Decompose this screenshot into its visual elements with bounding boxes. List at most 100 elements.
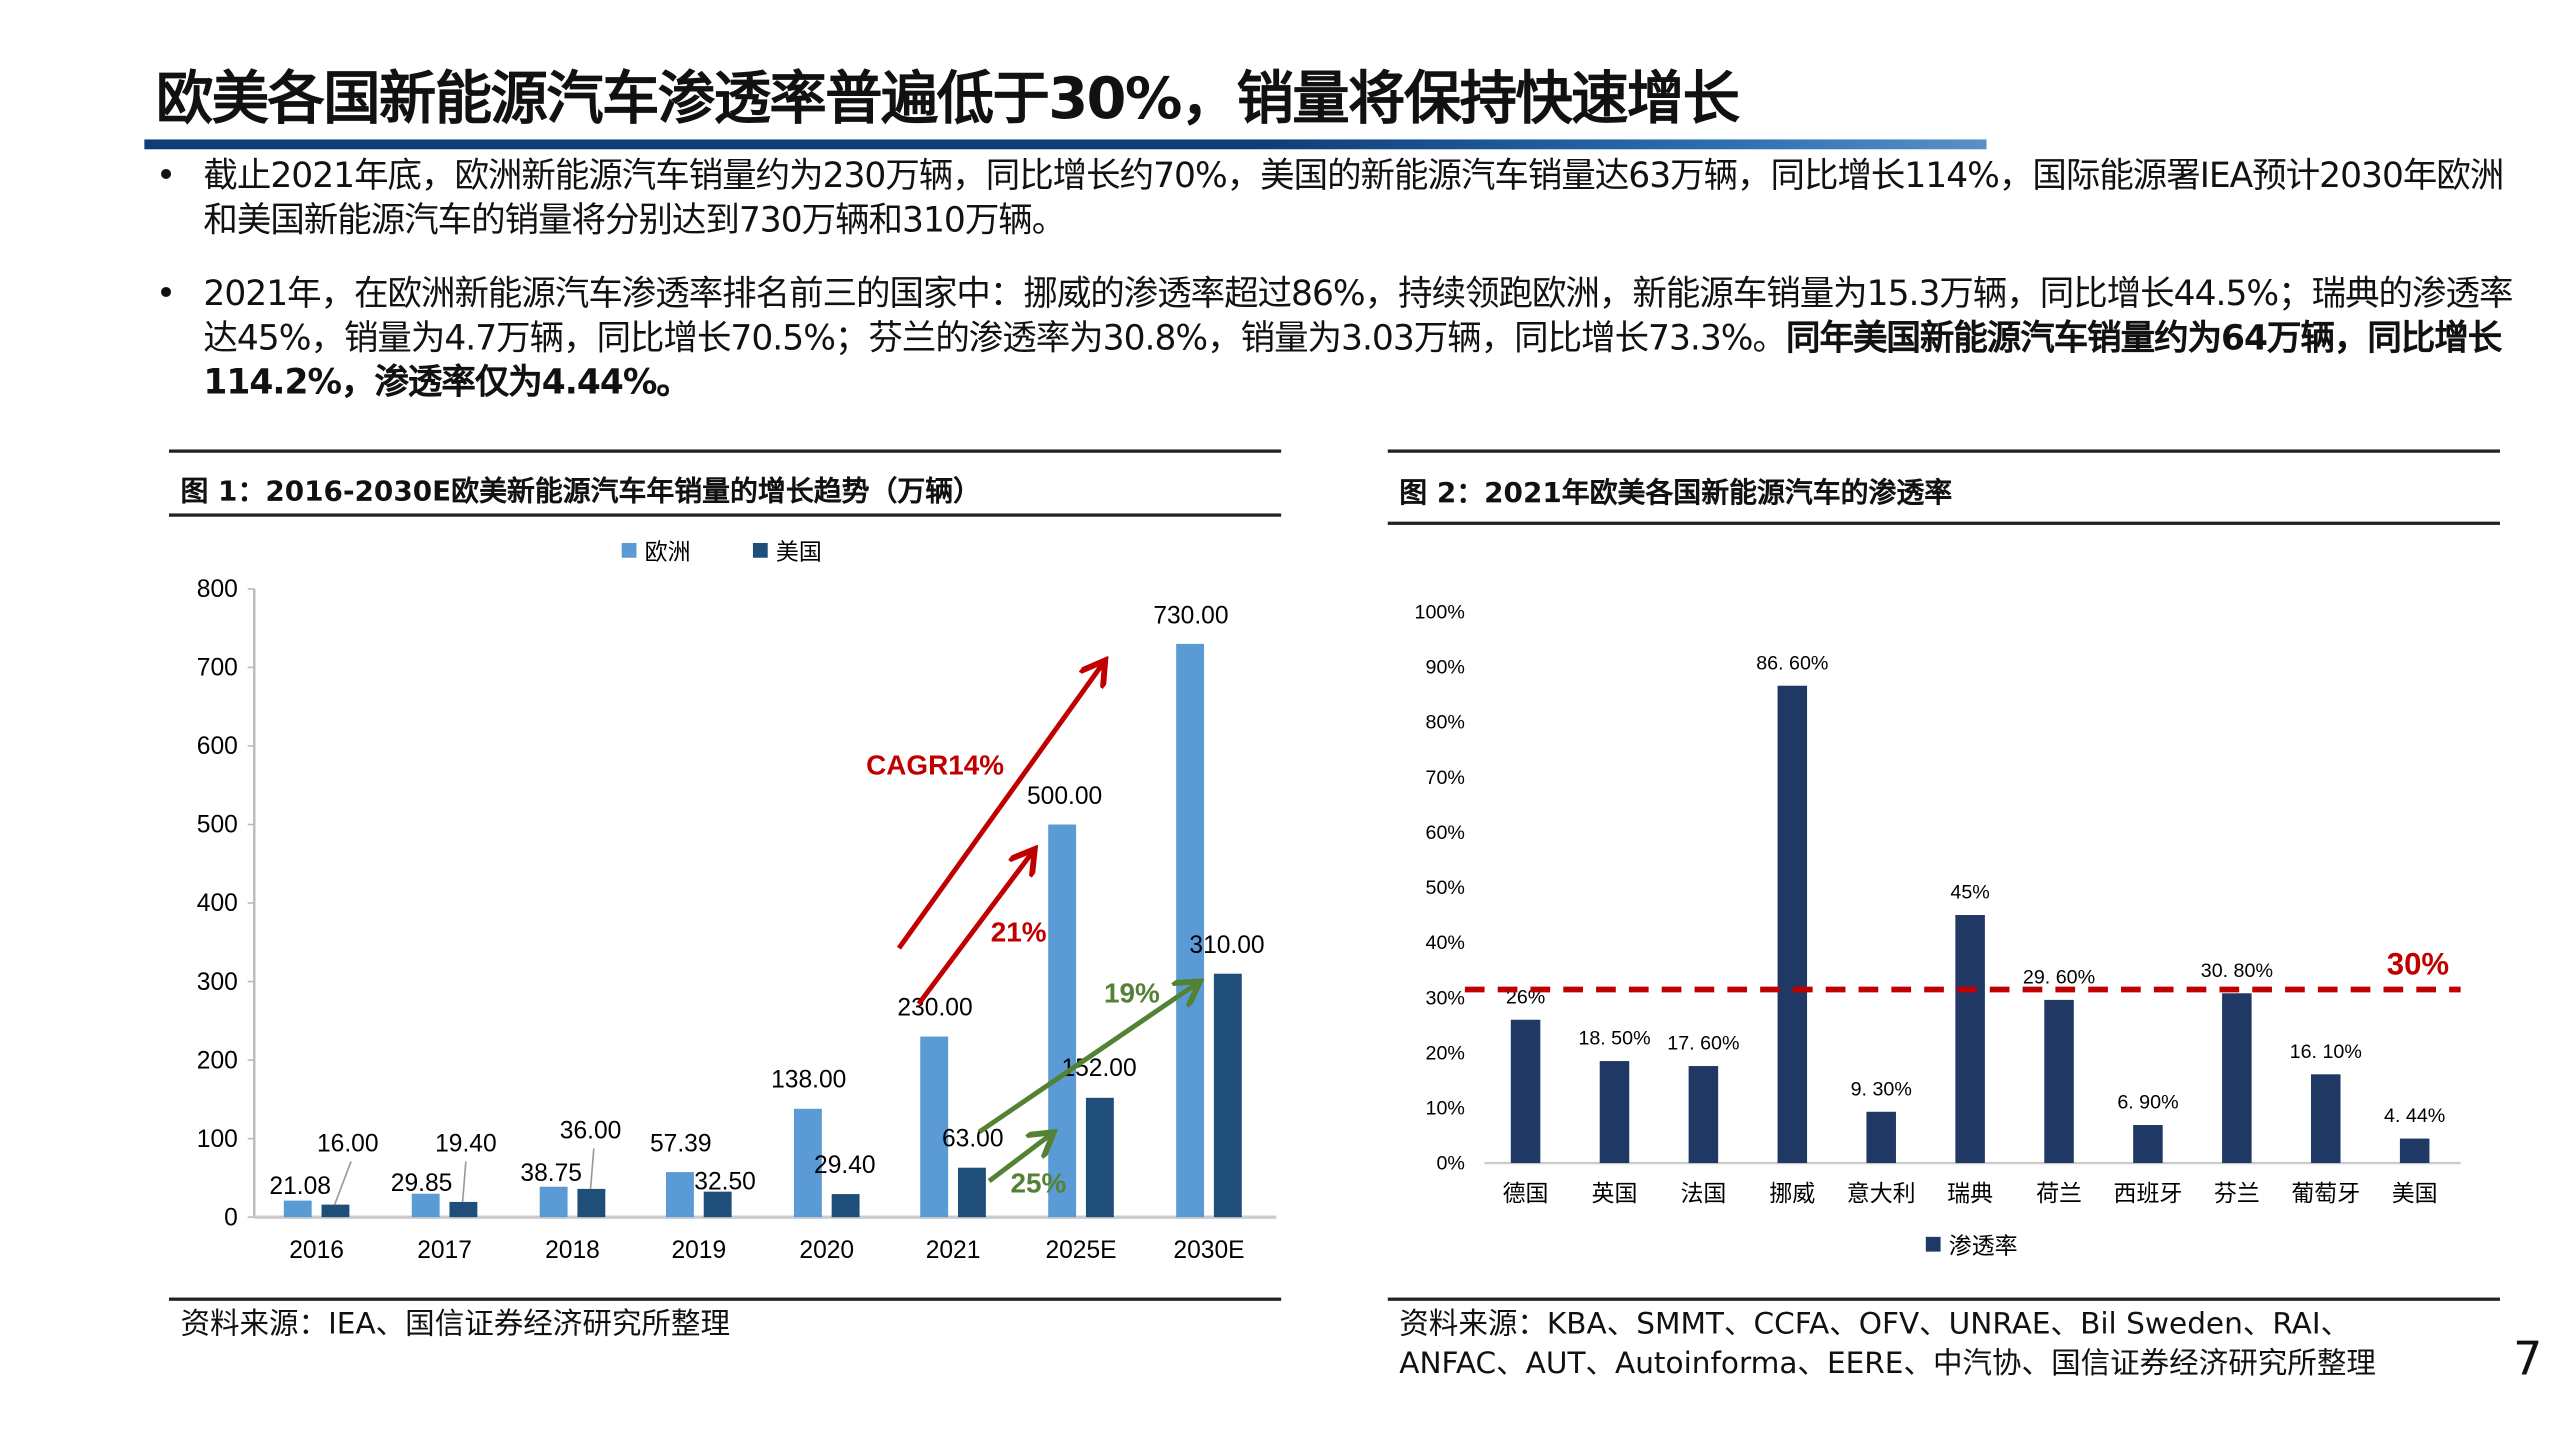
bar-europe-2016 [283, 1200, 312, 1218]
x-tick-label: 意大利 [1847, 1180, 1916, 1206]
x-tick-label: 葡萄牙 [2291, 1180, 2360, 1206]
annotation-25: 25% [1010, 1168, 1066, 1199]
chart2-source-line-2: ANFAC、AUT、Autoinforma、EERE、中汽协、国信证券经济研究所… [1399, 1346, 2376, 1382]
x-tick-label: 2020 [799, 1237, 854, 1264]
y-tick-label: 100% [1415, 601, 1465, 623]
y-tick-label: 0 [224, 1204, 238, 1231]
y-tick-label: 400 [197, 890, 238, 917]
data-label: 18. 50% [1578, 1028, 1650, 1050]
data-label: 230.00 [897, 994, 972, 1021]
legend-swatch-penetration [1925, 1236, 1941, 1252]
title-underline [144, 139, 1987, 150]
data-label: 310.00 [1189, 932, 1264, 959]
bar-葡萄牙 [2310, 1074, 2341, 1164]
bar-usa-2020 [831, 1194, 860, 1218]
legend-swatch-europe [621, 542, 637, 558]
bar-europe-2018 [539, 1186, 568, 1218]
growth-25-arrow-icon [987, 1135, 1050, 1184]
bar-挪威 [1777, 685, 1808, 1164]
x-tick-label: 德国 [1503, 1180, 1549, 1206]
page-title: 欧美各国新能源汽车渗透率普遍低于30%，销量将保持快速增长 [155, 67, 1740, 133]
x-tick-label: 西班牙 [2114, 1180, 2183, 1206]
x-tick-label: 挪威 [1769, 1180, 1815, 1206]
chart2-source-line-1: 资料来源：KBA、SMMT、CCFA、OFV、UNRAE、Bil Sweden、… [1399, 1307, 2351, 1342]
y-tick-label: 800 [197, 576, 238, 603]
leader-line [333, 1161, 352, 1205]
bar-europe-2025E [1048, 824, 1077, 1218]
leader-line [589, 1148, 595, 1189]
data-label: 45% [1950, 882, 1989, 904]
page-number: 7 [2513, 1332, 2543, 1387]
y-tick-label: 50% [1426, 877, 1465, 899]
growth-21-arrow-icon [916, 853, 1032, 1006]
bar-europe-2017 [411, 1193, 440, 1218]
legend-label-penetration: 渗透率 [1949, 1232, 2018, 1258]
data-label: 17. 60% [1667, 1033, 1739, 1055]
chart2-top-rule [1387, 449, 2500, 452]
x-tick-label: 芬兰 [2214, 1180, 2260, 1206]
bar-英国 [1599, 1061, 1630, 1164]
data-label: 29.40 [814, 1152, 876, 1179]
bullet-dot-icon: • [155, 155, 176, 196]
bar-europe-2019 [666, 1172, 694, 1218]
data-label: 16. 10% [2290, 1041, 2362, 1063]
data-label: 500.00 [1027, 783, 1102, 810]
cagr-arrow-icon [896, 664, 1102, 950]
x-tick-label: 2016 [289, 1237, 344, 1264]
reference-line-label: 30% [2387, 946, 2449, 981]
x-tick-label: 瑞典 [1947, 1180, 1993, 1206]
bullet-1: • 截止2021年底，欧洲新能源汽车销量约为230万辆，同比增长约70%，美国的… [156, 154, 2526, 243]
data-label: 4. 44% [2384, 1105, 2445, 1127]
x-tick-label: 2018 [545, 1237, 600, 1264]
data-label: 29. 60% [2023, 966, 2095, 988]
data-label: 6. 90% [2117, 1092, 2178, 1114]
data-label: 38.75 [520, 1160, 582, 1187]
bar-瑞典 [1955, 915, 1985, 1164]
bar-usa-2016 [321, 1204, 350, 1218]
bullet-dot-icon: • [155, 273, 176, 314]
chart2-title: 图 2：2021年欧美各国新能源汽车的渗透率 [1399, 477, 1953, 511]
y-tick-label: 100 [197, 1126, 238, 1153]
data-label: 138.00 [771, 1067, 846, 1094]
bar-法国 [1688, 1066, 1719, 1164]
bar-europe-2020 [793, 1108, 822, 1218]
annotation-19: 19% [1104, 977, 1160, 1008]
x-tick-label: 2025E [1045, 1237, 1116, 1264]
x-tick-label: 美国 [2392, 1180, 2438, 1206]
bar-usa-2030E [1213, 973, 1242, 1218]
data-label: 19.40 [435, 1131, 497, 1158]
data-label: 730.00 [1153, 602, 1228, 629]
y-tick-label: 80% [1426, 712, 1465, 734]
y-tick-label: 0% [1436, 1153, 1464, 1175]
data-label: 63.00 [942, 1126, 1004, 1153]
data-label: 86. 60% [1756, 652, 1828, 674]
chart1-top-rule [168, 449, 1282, 452]
growth-19-arrow-icon [977, 984, 1196, 1134]
bar-usa-2017 [449, 1201, 478, 1218]
legend-label-europe: 欧洲 [645, 538, 691, 564]
y-tick-label: 20% [1426, 1042, 1465, 1064]
data-label: 9. 30% [1851, 1078, 1912, 1100]
bar-美国 [2399, 1138, 2430, 1164]
x-tick-label: 2030E [1173, 1237, 1244, 1264]
x-tick-label: 法国 [1680, 1180, 1726, 1206]
y-tick-label: 70% [1426, 767, 1465, 789]
legend-label-usa: 美国 [776, 538, 822, 564]
bullet-bold-text: 同年美国新能源汽车销量约为64万辆，同比增长114.2%，渗透率仅为4.44%。 [203, 318, 2502, 402]
bullet-2: • 2021年，在欧洲新能源汽车渗透率排名前三的国家中：挪威的渗透率超过86%，… [156, 272, 2526, 405]
bar-europe-2021 [920, 1036, 949, 1218]
bar-usa-2025E [1085, 1097, 1114, 1218]
data-label: 30. 80% [2201, 960, 2273, 982]
bar-芬兰 [2222, 993, 2252, 1164]
chart1-title: 图 1：2016-2030E欧美新能源汽车年销量的增长趋势（万辆） [180, 475, 982, 509]
data-label: 32.50 [694, 1168, 756, 1195]
bar-usa-2019 [703, 1191, 732, 1218]
chart2-bottom-rule [1387, 1297, 2500, 1301]
y-tick-label: 700 [197, 655, 238, 682]
bar-usa-2021 [957, 1167, 986, 1218]
annotation-cagr: CAGR14% [866, 749, 1004, 780]
data-label: 29.85 [391, 1170, 453, 1197]
bullet-text-wrap: 2021年，在欧洲新能源汽车渗透率排名前三的国家中：挪威的渗透率超过86%，持续… [203, 272, 2526, 405]
